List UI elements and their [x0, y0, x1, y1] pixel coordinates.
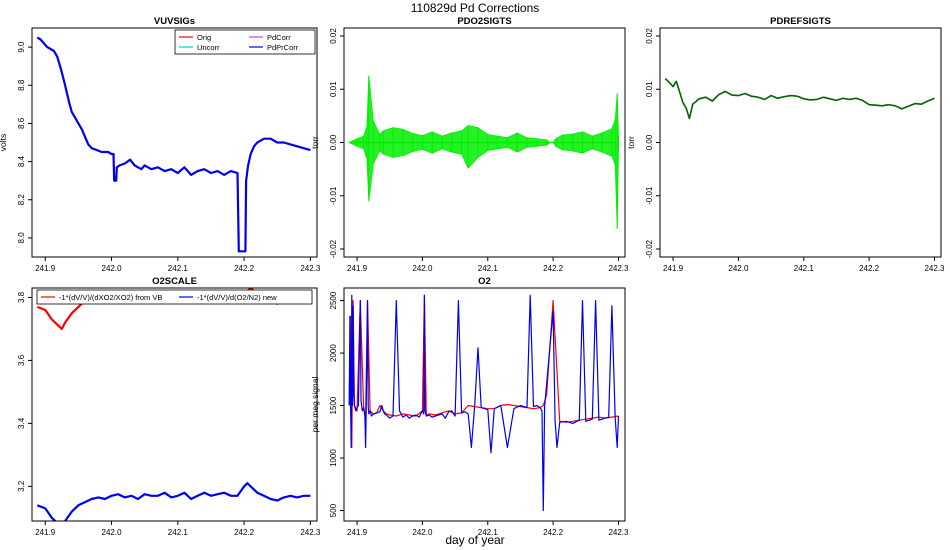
panel-o2: O2 per meg signal 241.9 242.0 242.1 242.2 242.…: [310, 276, 629, 537]
x-tick-label: 242.1: [478, 264, 499, 273]
panel-title: VUVSIGs: [154, 16, 195, 27]
x-tick-label: 242.1: [168, 264, 189, 273]
x-tick-label: 242.3: [924, 264, 945, 273]
y-tick-label: 8.8: [17, 79, 26, 91]
y-tick-label: -0.02: [645, 239, 654, 258]
series-line: [36, 482, 311, 521]
series-0: [664, 78, 935, 120]
y-tick-label: 0.01: [645, 81, 654, 97]
legend-label: Uncorr: [197, 43, 220, 52]
x-tick-label: 242.0: [728, 264, 749, 273]
legend-box: [174, 29, 316, 55]
x-tick-label: 241.9: [35, 264, 56, 273]
panel-vuvsigs: VUVSIGs volts 241.9 242.0 242.1 242.2 242.3 8.0…: [0, 16, 321, 273]
panel-title: O2: [478, 276, 491, 287]
y-tick-label: 8.4: [17, 155, 26, 167]
series-0: [348, 75, 619, 229]
y-tick-label: 9.0: [17, 41, 26, 53]
x-tick-label: 242.3: [300, 528, 321, 537]
y-axis-label: per meg signal: [310, 377, 320, 433]
figure-title: 110829d Pd Corrections: [411, 1, 540, 15]
x-tick-label: 242.2: [234, 528, 255, 537]
x-tick-label: 242.2: [543, 528, 564, 537]
panel-pdo2sigts: PDO2SIGTS torr 241.9 242.0 242.1 242.2 242.3 -0…: [310, 16, 629, 273]
y-tick-label: 0.02: [329, 28, 338, 44]
y-tick-label: 0.02: [645, 28, 654, 44]
x-tick-label: 241.9: [35, 528, 56, 537]
x-tick-label: 242.1: [168, 528, 189, 537]
y-axis-label: torr: [626, 136, 636, 149]
panel-o2scale: O2SCALE 241.9 242.0 242.1 242.2 242.3 3.2 3.4 3.…: [17, 276, 321, 537]
y-tick-label: 2500: [329, 291, 338, 309]
legend: Orig PdCorr Uncorr PdPrCorr: [174, 29, 316, 55]
y-tick-label: 3.2: [17, 480, 26, 492]
y-tick-label: 0.01: [329, 81, 338, 97]
x-tick-label: 242.0: [412, 264, 433, 273]
x-tick-label: 242.1: [794, 264, 815, 273]
y-tick-label: 8.2: [17, 194, 26, 206]
y-tick-label: 8.6: [17, 117, 26, 129]
legend-box: [36, 289, 313, 305]
y-tick-label: 3.8: [17, 291, 26, 303]
x-tick-label: 241.9: [663, 264, 684, 273]
y-tick-label: 0.00: [645, 134, 654, 150]
y-tick-label: 1500: [329, 396, 338, 414]
legend-label: PdCorr: [267, 33, 291, 42]
x-tick-label: 242.0: [102, 528, 123, 537]
y-tick-label: -0.01: [645, 186, 654, 205]
plot-frame: [659, 27, 942, 258]
y-axis-label: volts: [0, 134, 8, 151]
legend-label: -1*(dV/V)/(dXO2/XO2) from VB: [59, 293, 162, 302]
y-tick-label: 3.4: [17, 417, 26, 429]
series-1: [36, 482, 311, 521]
plot-frame: [31, 27, 318, 258]
series-band: [348, 75, 619, 229]
plot-frame: [343, 287, 626, 522]
panel-pdrefsigts: PDREFSIGTS torr 241.9 242.0 242.1 242.2 242.3 -…: [626, 16, 945, 273]
legend-label: Orig: [197, 33, 211, 42]
y-tick-label: 2000: [329, 344, 338, 362]
y-axis-label: torr: [310, 136, 320, 149]
x-tick-label: 242.2: [543, 264, 564, 273]
series-1: [348, 294, 620, 512]
figure-xlabel: day of year: [445, 533, 504, 547]
legend-label: -1*(dV/V)/d(O2/N2) new: [197, 293, 277, 302]
panel-title: PDO2SIGTS: [457, 16, 511, 27]
y-tick-label: -0.01: [329, 186, 338, 205]
plot-frame: [31, 287, 318, 522]
x-tick-label: 242.3: [608, 528, 629, 537]
x-tick-label: 242.0: [102, 264, 123, 273]
legend: -1*(dV/V)/(dXO2/XO2) from VB -1*(dV/V)/d(…: [36, 289, 313, 305]
series-line: [36, 36, 311, 253]
panel-title: O2SCALE: [152, 276, 197, 287]
x-tick-label: 242.2: [234, 264, 255, 273]
series-0: [36, 36, 311, 253]
y-tick-label: 0.00: [329, 134, 338, 150]
x-tick-label: 242.2: [859, 264, 880, 273]
series-0: [348, 294, 619, 449]
series-line: [348, 294, 620, 512]
y-tick-label: 500: [329, 503, 338, 517]
series-line: [664, 78, 935, 120]
x-tick-label: 242.0: [412, 528, 433, 537]
y-tick-label: 1000: [329, 449, 338, 467]
x-tick-label: 241.9: [347, 528, 368, 537]
panel-title: PDREFSIGTS: [770, 16, 831, 27]
x-tick-label: 242.3: [300, 264, 321, 273]
y-tick-label: 8.0: [17, 232, 26, 244]
series-line: [348, 294, 619, 449]
x-tick-label: 242.1: [478, 528, 499, 537]
legend-label: PdPrCorr: [267, 43, 299, 52]
x-tick-label: 241.9: [347, 264, 368, 273]
y-tick-label: 3.6: [17, 354, 26, 366]
x-tick-label: 242.3: [608, 264, 629, 273]
y-tick-label: -0.02: [329, 239, 338, 258]
